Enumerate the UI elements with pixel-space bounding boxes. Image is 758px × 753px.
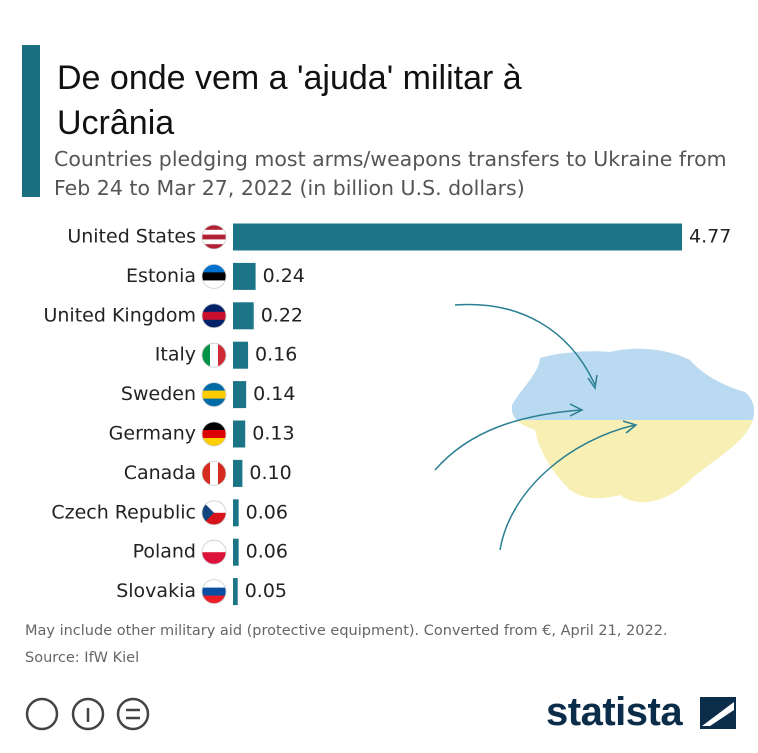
logo-mark <box>700 697 736 729</box>
bar <box>233 578 238 606</box>
flag-stripe <box>202 272 226 281</box>
logo: statista <box>546 690 683 734</box>
value-label: 0.24 <box>263 265 305 287</box>
flag-border <box>201 539 227 565</box>
bar <box>233 262 256 290</box>
category-label: Italy <box>155 344 196 366</box>
flag <box>201 421 227 447</box>
flag-stripe <box>202 579 226 589</box>
chart-note: May include other military aid (protecti… <box>25 623 668 639</box>
bar <box>233 223 682 251</box>
chart-title: De onde vem a 'ajuda' militar à Ucrânia <box>57 59 522 142</box>
flag <box>201 500 227 526</box>
value-label: 0.10 <box>249 462 291 484</box>
flag-stripe <box>202 244 226 249</box>
flag-border <box>201 500 227 526</box>
category-label: Poland <box>133 541 196 563</box>
category-label: Sweden <box>121 383 196 405</box>
value-label: 4.77 <box>689 226 731 248</box>
value-label: 0.06 <box>246 501 288 523</box>
category-label: Canada <box>124 462 196 484</box>
flag-border <box>201 579 227 604</box>
flag-stripe <box>202 422 226 431</box>
bar <box>233 381 247 409</box>
flag-stripe <box>202 587 226 597</box>
flag-stripe <box>202 311 226 321</box>
flag-stripe <box>202 264 226 273</box>
flag-stripe <box>210 461 219 486</box>
flag-border <box>201 382 227 408</box>
flag <box>201 224 227 250</box>
flag-border <box>201 303 227 329</box>
value-label: 0.13 <box>252 423 294 445</box>
flag-stripe <box>202 398 226 407</box>
value-label: 0.14 <box>253 383 295 405</box>
flag-stripe <box>202 438 226 446</box>
flag <box>201 460 227 486</box>
flag-stripe <box>202 343 211 368</box>
flag-border <box>201 224 227 250</box>
chart-source: Source: IfW Kiel <box>25 650 140 666</box>
category-label: Czech Republic <box>51 501 196 523</box>
flag <box>201 382 227 408</box>
value-label: 0.06 <box>246 541 288 563</box>
flag-stripe <box>202 229 226 236</box>
flag-stripe <box>202 303 226 313</box>
flag-stripe <box>202 390 226 400</box>
bar <box>233 420 246 448</box>
flag <box>201 303 227 329</box>
flag <box>201 539 227 565</box>
bar <box>233 459 243 487</box>
flag-border <box>201 460 227 486</box>
flag-stripe <box>218 461 226 486</box>
category-label: Estonia <box>126 265 196 287</box>
flag-stripe <box>202 552 226 565</box>
flag-stripe <box>202 239 226 245</box>
flag-stripe <box>202 595 226 604</box>
flag-border <box>201 342 227 368</box>
accent-bar <box>22 45 40 197</box>
arrows <box>434 303 638 551</box>
value-label: 0.22 <box>261 304 303 326</box>
category-label: United Kingdom <box>43 304 196 326</box>
flag-stripe <box>202 540 226 553</box>
flag-stripe <box>202 225 226 231</box>
value-label: 0.05 <box>245 580 287 602</box>
category-label: United States <box>67 226 196 248</box>
flag <box>201 579 227 604</box>
flag <box>201 342 227 368</box>
flag-stripe <box>202 500 214 525</box>
flag-border <box>201 263 227 289</box>
category-label: Slovakia <box>116 580 196 602</box>
bar <box>233 538 239 566</box>
flag-stripe <box>202 382 226 392</box>
bar <box>233 341 249 369</box>
flag-stripe <box>210 343 219 368</box>
chart-subtitle: Countries pledging most arms/weapons tra… <box>54 147 727 200</box>
category-label: Germany <box>109 423 196 445</box>
bar <box>233 302 254 330</box>
flag-border <box>201 421 227 447</box>
flag <box>201 263 227 289</box>
flag-stripe <box>202 319 226 328</box>
cc-icons <box>25 697 150 731</box>
value-label: 0.16 <box>255 344 297 366</box>
flag-stripe <box>202 461 211 486</box>
flag-stripe <box>202 280 226 289</box>
flag-stripe <box>202 234 226 240</box>
flag-stripe <box>218 343 226 368</box>
bar <box>233 499 239 527</box>
flag-stripe <box>202 430 226 439</box>
